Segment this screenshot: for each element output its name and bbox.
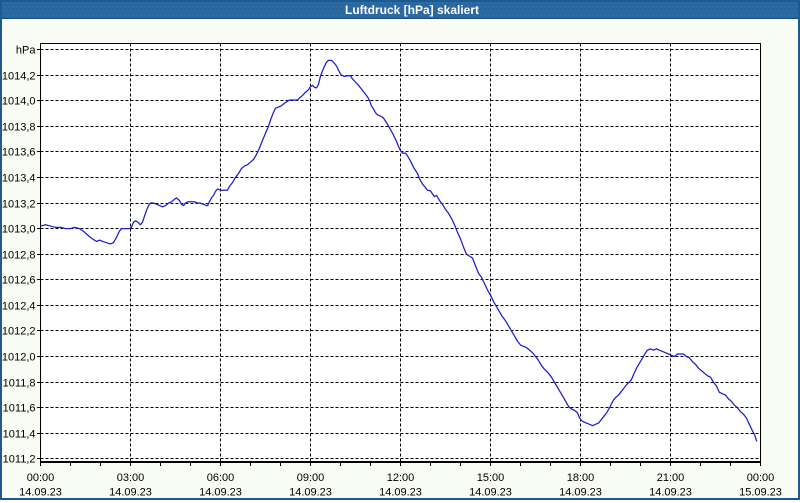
y-axis-label: 1011,6 [3,403,36,415]
y-axis-label: hPa [16,45,36,57]
x-axis-time-label: 18:00 [567,472,595,484]
x-axis-date-label: 14.09.23 [19,487,62,499]
x-axis-date-label: 14.09.23 [199,487,242,499]
x-axis-time-label: 00:00 [747,472,775,484]
chart-title: Luftdruck [hPa] skaliert [344,2,480,17]
y-axis-label: 1012,6 [2,275,36,287]
y-axis-label: 1012,8 [2,250,36,262]
y-axis-label: 1013,2 [2,199,36,211]
plot-frame [40,43,761,462]
x-axis-time-label: 00:00 [27,472,55,484]
window-title-bar: Luftdruck [hPa] skaliert [2,2,798,19]
y-axis-label: 1013,8 [2,122,36,134]
y-axis-label: 1011,2 [3,454,36,466]
x-axis-time-label: 06:00 [207,472,235,484]
x-axis-date-label: 15.09.23 [739,487,782,499]
x-axis-time-label: 21:00 [657,472,685,484]
x-axis-date-label: 14.09.23 [559,487,602,499]
x-axis-time-label: 03:00 [117,472,145,484]
x-axis-date-label: 14.09.23 [649,487,692,499]
x-axis-time-label: 15:00 [477,472,505,484]
y-axis-label: 1012,2 [2,326,36,338]
x-axis-date-label: 14.09.23 [379,487,422,499]
x-axis-date-label: 14.09.23 [289,487,332,499]
x-axis-time-label: 12:00 [387,472,415,484]
y-axis-label: 1012,4 [2,301,36,313]
y-axis-label: 1014,0 [2,96,36,108]
pressure-series-line [39,59,758,442]
y-axis-label: 1013,0 [2,224,36,236]
y-axis-label: 1011,4 [3,429,36,441]
y-axis-label: 1014,2 [2,71,36,83]
chart-area: hPa 1014,2 1014,0 1013,8 1013,6 1013,4 1013,2 1… [2,20,798,499]
x-axis-date-label: 14.09.23 [109,487,152,499]
y-axis-label: 1012,0 [2,352,36,364]
pressure-line-chart: hPa 1014,2 1014,0 1013,8 1013,6 1013,4 1013,2 1… [2,43,782,499]
y-axis-label: 1013,6 [2,147,36,159]
y-axis-label: 1013,4 [2,173,36,185]
x-axis-time-label: 09:00 [297,472,325,484]
x-axis-date-label: 14.09.23 [469,487,512,499]
y-axis-label: 1011,8 [3,378,36,390]
